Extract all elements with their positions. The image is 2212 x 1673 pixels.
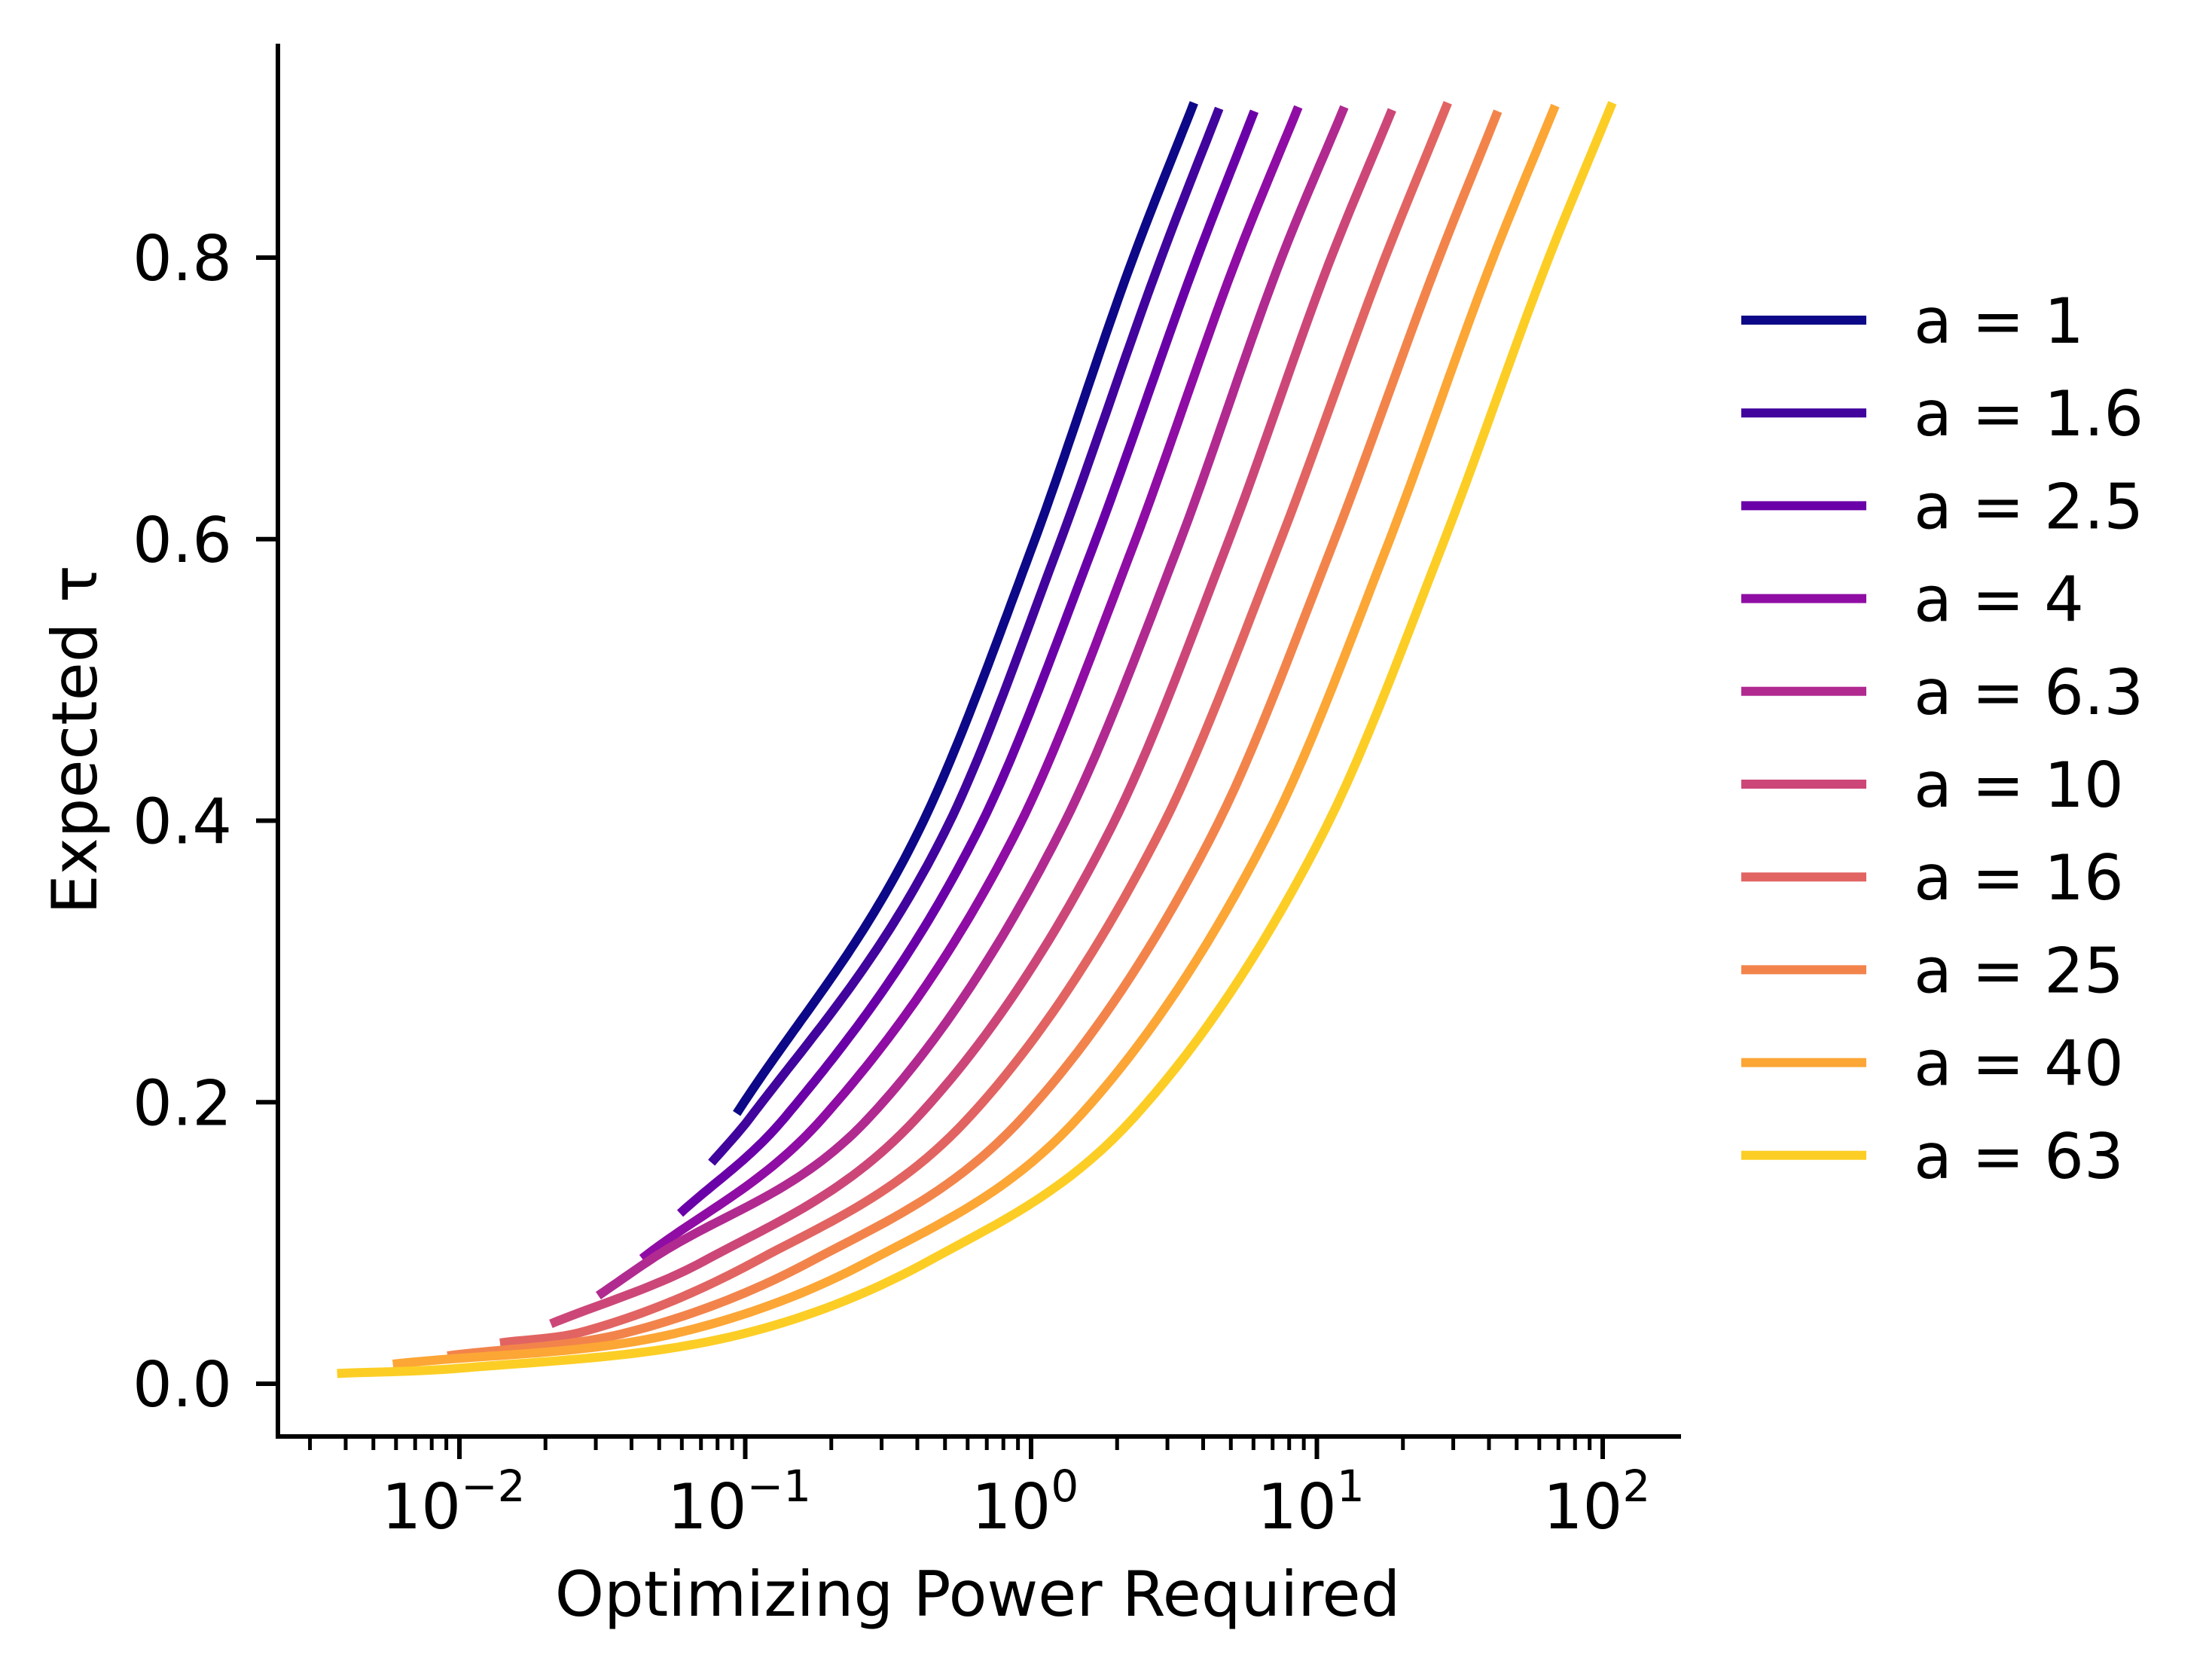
- y-tick-label: 0.6: [133, 504, 232, 577]
- legend: a = 1 a = 1.6 a = 2.5 a = 4 a = 6.3 a = 10 a =…: [1741, 285, 2143, 1193]
- legend-label: a = 40: [1914, 1027, 2124, 1101]
- legend-label: a = 1: [1914, 285, 2084, 358]
- series-line-8: [392, 103, 1560, 1369]
- legend-item: a = 6.3: [1741, 656, 2143, 729]
- series-line-4: [596, 105, 1349, 1299]
- x-tick-exponent: 2: [1622, 1461, 1650, 1512]
- legend-item: a = 16: [1741, 841, 2124, 914]
- x-axis-label: Optimizing Power Required: [555, 1558, 1401, 1631]
- legend-label: a = 6.3: [1914, 656, 2143, 729]
- x-tick-exponent: −2: [461, 1461, 526, 1512]
- x-tick-exponent: 0: [1051, 1461, 1079, 1512]
- y-tick-label: 0.2: [133, 1067, 232, 1140]
- legend-item: a = 1: [1741, 285, 2084, 358]
- series-line-1: [708, 106, 1224, 1166]
- series-line-9: [337, 101, 1617, 1378]
- legend-item: a = 40: [1741, 1027, 2124, 1101]
- legend-item: a = 2.5: [1741, 470, 2143, 543]
- x-tick-label: 100: [972, 1461, 1079, 1543]
- x-tick-exponent: −1: [747, 1461, 812, 1512]
- x-tick-label: 10−1: [667, 1461, 811, 1543]
- axes: 0.00.20.40.60.810−2 10−1 100 101 102: [133, 44, 1681, 1543]
- x-tick-base: 10: [381, 1470, 461, 1543]
- x-tick-label: 102: [1543, 1461, 1651, 1543]
- legend-item: a = 10: [1741, 749, 2124, 822]
- x-tick-label: 101: [1257, 1461, 1365, 1543]
- legend-item: a = 63: [1741, 1120, 2124, 1193]
- legend-item: a = 1.6: [1741, 377, 2143, 450]
- legend-label: a = 63: [1914, 1120, 2124, 1193]
- y-tick-label: 0.8: [133, 222, 232, 295]
- legend-item: a = 4: [1741, 563, 2084, 637]
- series-lines: [337, 101, 1617, 1378]
- legend-label: a = 16: [1914, 841, 2124, 914]
- x-tick-label: 10−2: [381, 1461, 525, 1543]
- legend-label: a = 2.5: [1914, 470, 2143, 543]
- series-line-7: [447, 109, 1503, 1360]
- x-tick-exponent: 1: [1337, 1461, 1365, 1512]
- legend-label: a = 4: [1914, 563, 2084, 637]
- series-line-5: [549, 108, 1396, 1328]
- x-tick-base: 10: [1543, 1470, 1623, 1543]
- series-line-0: [733, 101, 1198, 1116]
- y-tick-label: 0.0: [133, 1348, 232, 1421]
- y-tick-label: 0.4: [133, 786, 232, 859]
- legend-label: a = 10: [1914, 749, 2124, 822]
- x-tick-base: 10: [667, 1470, 747, 1543]
- legend-label: a = 25: [1914, 934, 2124, 1007]
- legend-item: a = 25: [1741, 934, 2124, 1007]
- x-tick-base: 10: [1257, 1470, 1337, 1543]
- x-tick-base: 10: [972, 1470, 1051, 1543]
- series-line-6: [499, 101, 1452, 1348]
- y-axis-label: Expected τ: [38, 565, 111, 914]
- series-line-2: [676, 109, 1259, 1217]
- series-line-3: [639, 105, 1303, 1262]
- legend-label: a = 1.6: [1914, 377, 2143, 450]
